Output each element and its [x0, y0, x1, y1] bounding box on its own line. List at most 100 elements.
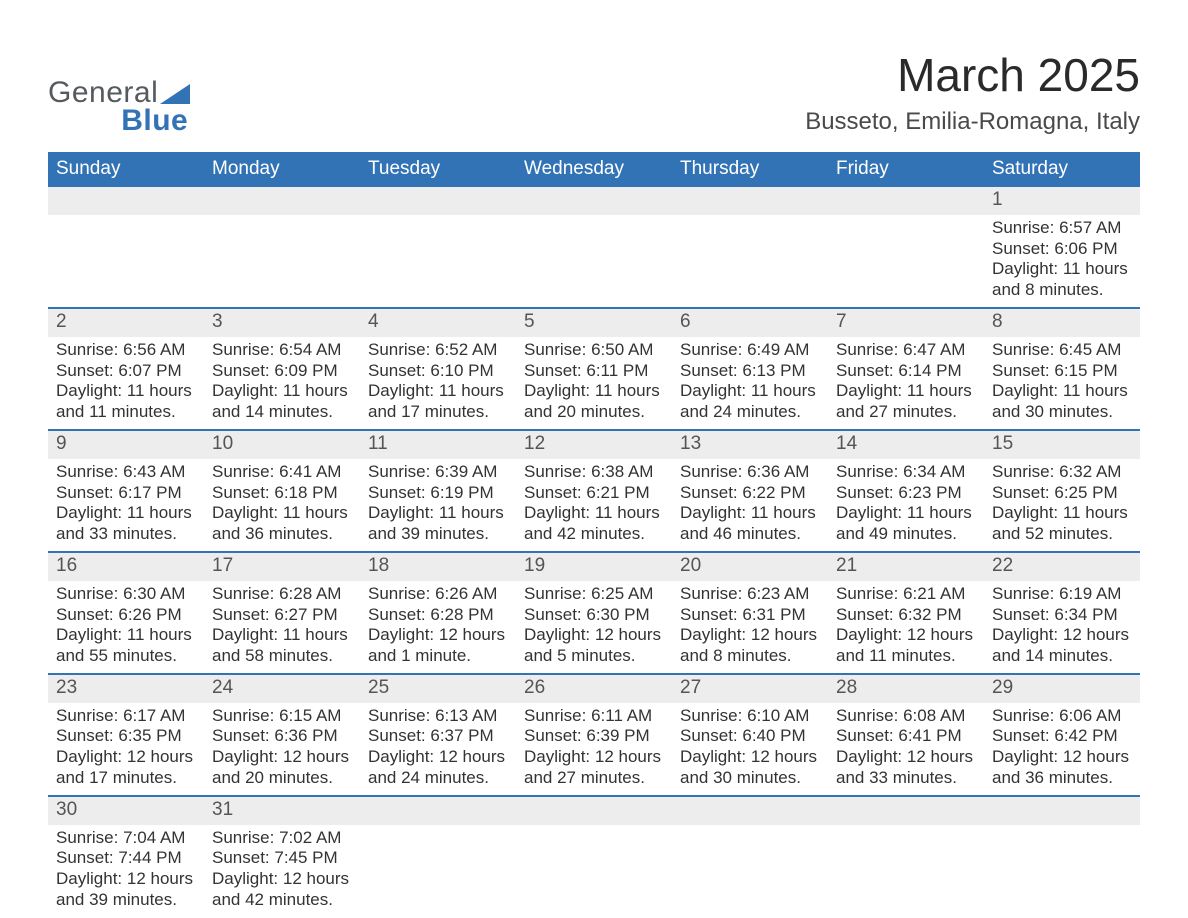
- day-details: Sunrise: 6:54 AMSunset: 6:09 PMDaylight:…: [204, 337, 360, 429]
- calendar-cell: [672, 796, 828, 917]
- sunrise-text: Sunrise: 6:54 AM: [212, 340, 352, 361]
- sunrise-text: Sunrise: 6:06 AM: [992, 706, 1132, 727]
- calendar-cell: 9Sunrise: 6:43 AMSunset: 6:17 PMDaylight…: [48, 430, 204, 552]
- sunrise-text: Sunrise: 6:52 AM: [368, 340, 508, 361]
- day-number: 1: [984, 187, 1140, 215]
- sunset-text: Sunset: 6:36 PM: [212, 726, 352, 747]
- day-number: 19: [516, 553, 672, 581]
- sunset-text: Sunset: 6:40 PM: [680, 726, 820, 747]
- calendar-cell: 20Sunrise: 6:23 AMSunset: 6:31 PMDayligh…: [672, 552, 828, 674]
- calendar-cell: [828, 187, 984, 308]
- calendar-cell: 12Sunrise: 6:38 AMSunset: 6:21 PMDayligh…: [516, 430, 672, 552]
- day-details: Sunrise: 6:45 AMSunset: 6:15 PMDaylight:…: [984, 337, 1140, 429]
- location-subtitle: Busseto, Emilia-Romagna, Italy: [805, 108, 1140, 136]
- calendar-cell: 27Sunrise: 6:10 AMSunset: 6:40 PMDayligh…: [672, 674, 828, 796]
- calendar-cell: [672, 187, 828, 308]
- sunrise-text: Sunrise: 6:47 AM: [836, 340, 976, 361]
- sunrise-text: Sunrise: 6:25 AM: [524, 584, 664, 605]
- sunrise-text: Sunrise: 6:45 AM: [992, 340, 1132, 361]
- day-details: Sunrise: 6:49 AMSunset: 6:13 PMDaylight:…: [672, 337, 828, 429]
- sunrise-text: Sunrise: 6:28 AM: [212, 584, 352, 605]
- calendar-cell: 24Sunrise: 6:15 AMSunset: 6:36 PMDayligh…: [204, 674, 360, 796]
- calendar-cell: 2Sunrise: 6:56 AMSunset: 6:07 PMDaylight…: [48, 308, 204, 430]
- day-number: [672, 187, 828, 215]
- day-number: 16: [48, 553, 204, 581]
- day-details: Sunrise: 6:17 AMSunset: 6:35 PMDaylight:…: [48, 703, 204, 795]
- daylight-text: Daylight: 11 hours and 42 minutes.: [524, 503, 664, 544]
- day-details: [672, 215, 828, 298]
- daylight-text: Daylight: 11 hours and 55 minutes.: [56, 625, 196, 666]
- sunset-text: Sunset: 6:06 PM: [992, 239, 1132, 260]
- day-header: Monday: [204, 152, 360, 187]
- calendar-cell: [516, 187, 672, 308]
- calendar-week-row: 9Sunrise: 6:43 AMSunset: 6:17 PMDaylight…: [48, 430, 1140, 552]
- day-number: 9: [48, 431, 204, 459]
- day-details: [828, 215, 984, 298]
- calendar-week-row: 1Sunrise: 6:57 AMSunset: 6:06 PMDaylight…: [48, 187, 1140, 308]
- calendar-cell: 16Sunrise: 6:30 AMSunset: 6:26 PMDayligh…: [48, 552, 204, 674]
- day-number: 8: [984, 309, 1140, 337]
- day-details: [48, 215, 204, 298]
- daylight-text: Daylight: 12 hours and 27 minutes.: [524, 747, 664, 788]
- daylight-text: Daylight: 11 hours and 36 minutes.: [212, 503, 352, 544]
- sunset-text: Sunset: 6:35 PM: [56, 726, 196, 747]
- day-number: 21: [828, 553, 984, 581]
- calendar-cell: 23Sunrise: 6:17 AMSunset: 6:35 PMDayligh…: [48, 674, 204, 796]
- calendar-cell: [48, 187, 204, 308]
- calendar-week-row: 2Sunrise: 6:56 AMSunset: 6:07 PMDaylight…: [48, 308, 1140, 430]
- calendar-week-row: 23Sunrise: 6:17 AMSunset: 6:35 PMDayligh…: [48, 674, 1140, 796]
- sunrise-text: Sunrise: 6:26 AM: [368, 584, 508, 605]
- sunset-text: Sunset: 6:22 PM: [680, 483, 820, 504]
- sunrise-text: Sunrise: 6:10 AM: [680, 706, 820, 727]
- daylight-text: Daylight: 11 hours and 17 minutes.: [368, 381, 508, 422]
- day-header: Sunday: [48, 152, 204, 187]
- brand-word-2: Blue: [121, 104, 188, 137]
- sunrise-text: Sunrise: 6:56 AM: [56, 340, 196, 361]
- day-details: [984, 825, 1140, 908]
- sunset-text: Sunset: 6:13 PM: [680, 361, 820, 382]
- day-number: 26: [516, 675, 672, 703]
- day-details: Sunrise: 6:56 AMSunset: 6:07 PMDaylight:…: [48, 337, 204, 429]
- daylight-text: Daylight: 12 hours and 1 minute.: [368, 625, 508, 666]
- sunrise-text: Sunrise: 6:15 AM: [212, 706, 352, 727]
- calendar-cell: [828, 796, 984, 917]
- day-number: [360, 187, 516, 215]
- day-details: [516, 825, 672, 908]
- calendar-cell: 4Sunrise: 6:52 AMSunset: 6:10 PMDaylight…: [360, 308, 516, 430]
- sunset-text: Sunset: 6:15 PM: [992, 361, 1132, 382]
- sunset-text: Sunset: 7:45 PM: [212, 848, 352, 869]
- calendar-cell: 29Sunrise: 6:06 AMSunset: 6:42 PMDayligh…: [984, 674, 1140, 796]
- day-number: [516, 187, 672, 215]
- day-details: Sunrise: 6:43 AMSunset: 6:17 PMDaylight:…: [48, 459, 204, 551]
- sunrise-text: Sunrise: 6:13 AM: [368, 706, 508, 727]
- sunrise-text: Sunrise: 6:32 AM: [992, 462, 1132, 483]
- day-details: [672, 825, 828, 908]
- sunset-text: Sunset: 6:31 PM: [680, 605, 820, 626]
- daylight-text: Daylight: 11 hours and 39 minutes.: [368, 503, 508, 544]
- sunset-text: Sunset: 6:25 PM: [992, 483, 1132, 504]
- calendar-cell: [204, 187, 360, 308]
- day-details: [828, 825, 984, 908]
- day-header: Wednesday: [516, 152, 672, 187]
- day-details: [360, 215, 516, 298]
- day-header: Thursday: [672, 152, 828, 187]
- calendar-cell: 26Sunrise: 6:11 AMSunset: 6:39 PMDayligh…: [516, 674, 672, 796]
- day-details: [204, 215, 360, 298]
- calendar-table: Sunday Monday Tuesday Wednesday Thursday…: [48, 152, 1140, 917]
- calendar-cell: 31Sunrise: 7:02 AMSunset: 7:45 PMDayligh…: [204, 796, 360, 917]
- day-number: [672, 797, 828, 825]
- day-number: 27: [672, 675, 828, 703]
- day-details: Sunrise: 6:15 AMSunset: 6:36 PMDaylight:…: [204, 703, 360, 795]
- sunset-text: Sunset: 6:39 PM: [524, 726, 664, 747]
- calendar-week-row: 30Sunrise: 7:04 AMSunset: 7:44 PMDayligh…: [48, 796, 1140, 917]
- daylight-text: Daylight: 11 hours and 20 minutes.: [524, 381, 664, 422]
- day-number: [516, 797, 672, 825]
- calendar-header-row: Sunday Monday Tuesday Wednesday Thursday…: [48, 152, 1140, 187]
- calendar-cell: 7Sunrise: 6:47 AMSunset: 6:14 PMDaylight…: [828, 308, 984, 430]
- day-details: Sunrise: 6:52 AMSunset: 6:10 PMDaylight:…: [360, 337, 516, 429]
- day-number: 18: [360, 553, 516, 581]
- calendar-cell: 1Sunrise: 6:57 AMSunset: 6:06 PMDaylight…: [984, 187, 1140, 308]
- day-number: [828, 187, 984, 215]
- daylight-text: Daylight: 11 hours and 49 minutes.: [836, 503, 976, 544]
- day-details: Sunrise: 7:04 AMSunset: 7:44 PMDaylight:…: [48, 825, 204, 917]
